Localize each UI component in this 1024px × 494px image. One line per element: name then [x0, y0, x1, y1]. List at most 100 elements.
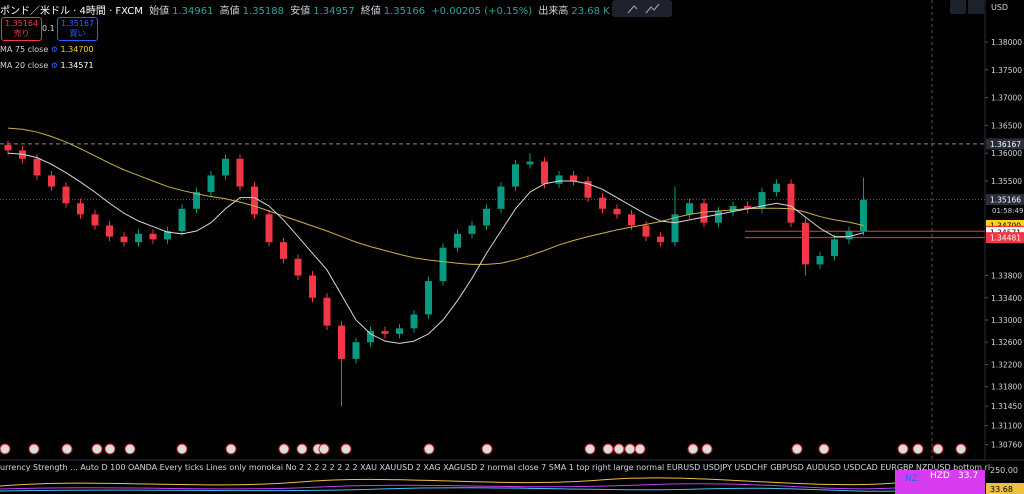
moving-average — [7, 152, 864, 344]
event-flag[interactable] — [318, 443, 330, 455]
event-flag[interactable] — [791, 443, 803, 455]
symbol[interactable]: ポンド／米ドル · 4時間 · FXCM — [0, 6, 143, 17]
tag-background — [895, 470, 985, 494]
event-flag[interactable] — [225, 443, 237, 455]
event-flag[interactable] — [955, 443, 967, 455]
candle-body — [396, 328, 403, 334]
event-flag[interactable] — [124, 443, 136, 455]
event-flag[interactable] — [91, 443, 103, 455]
event-flag[interactable] — [613, 443, 625, 455]
candle-body — [541, 161, 548, 184]
event-flag[interactable] — [624, 443, 636, 455]
legend-item[interactable]: MA 75 close ⚙ 1.34700 — [0, 45, 94, 54]
indicator-text: urrency Strength ... Auto D 100 OANDA Ev… — [0, 463, 990, 472]
strength-line — [0, 483, 896, 490]
last-value-tag — [986, 483, 1024, 494]
candle-body — [628, 214, 635, 226]
event-flag[interactable] — [602, 443, 614, 455]
label: 売り — [13, 29, 30, 38]
value: 1.34961 — [172, 6, 214, 17]
buy-button[interactable]: 1.35167 買い — [57, 17, 99, 41]
event-flag[interactable] — [634, 443, 646, 455]
candle-body — [91, 214, 99, 226]
event-flag[interactable] — [701, 443, 713, 455]
event-flag[interactable] — [0, 443, 11, 455]
candle-body — [193, 192, 200, 209]
event-flag[interactable] — [61, 443, 73, 455]
currency[interactable]: USD — [991, 3, 1008, 12]
button[interactable] — [968, 0, 984, 14]
candle-body — [367, 331, 374, 343]
sell-button[interactable]: 1.35164 売り — [1, 17, 43, 41]
event-flag[interactable] — [104, 443, 116, 455]
price: 1.35167 — [61, 19, 95, 28]
candle-body — [4, 144, 12, 151]
candle-body — [555, 175, 563, 184]
countdown: 01:58:49 — [992, 207, 1023, 215]
event-flag[interactable] — [278, 443, 290, 455]
candle-body — [773, 183, 780, 193]
y-tick-label: 1.35500 — [991, 177, 1022, 186]
y-tick-label: 1.31450 — [991, 402, 1022, 411]
candle-body — [309, 275, 316, 298]
candle-body — [338, 325, 345, 359]
symbol-header: ポンド／米ドル · 4時間 · FXCM 始値 1.34961 高値 1.35188… — [0, 2, 613, 17]
tool-icon[interactable] — [627, 3, 660, 14]
event-flag[interactable] — [296, 443, 308, 455]
candle-body — [120, 236, 128, 243]
y-tick-label: 1.36000 — [991, 149, 1022, 158]
y-tick-label: 1.32200 — [991, 360, 1022, 369]
event-flag[interactable] — [897, 443, 909, 455]
strength-line — [0, 477, 896, 487]
price-tag — [986, 138, 1024, 150]
legend-name: MA 20 close — [0, 61, 49, 70]
value: 1.34957 — [313, 6, 355, 17]
y-tick-label: 1.33800 — [991, 272, 1022, 281]
axis-value: 250.00 — [990, 466, 1018, 475]
candle-body — [294, 258, 302, 276]
candle-body — [236, 158, 244, 187]
candle-body — [178, 208, 186, 232]
candle-body — [468, 225, 476, 234]
value: 23.68 K — [571, 6, 610, 17]
y-tick-label: 1.33000 — [991, 316, 1022, 325]
candle-body — [207, 175, 215, 193]
candle-body — [454, 233, 461, 248]
label: 高値 — [219, 6, 240, 17]
moving-average — [7, 127, 864, 265]
y-tick-label: 1.31100 — [991, 422, 1022, 431]
event-flag[interactable] — [687, 443, 699, 455]
y-tick-label: 1.38000 — [991, 38, 1022, 47]
price-tag-label: 1.36167 — [990, 140, 1021, 149]
event-flag[interactable] — [818, 443, 830, 455]
legend-item[interactable]: MA 20 close ⚙ 1.34571 — [0, 61, 94, 70]
event-flag[interactable] — [481, 443, 493, 455]
drawing-toolbar[interactable] — [612, 0, 672, 17]
candle-body — [62, 186, 70, 204]
candle-body — [715, 211, 722, 223]
candle-body — [845, 231, 853, 240]
event-flag[interactable] — [584, 443, 596, 455]
event-flag[interactable] — [932, 443, 944, 455]
change: +0.00205 (+0.15%) — [431, 6, 533, 17]
price-tag — [986, 194, 1024, 206]
button[interactable] — [950, 0, 966, 14]
y-tick-label: 1.31800 — [991, 383, 1022, 392]
event-flag[interactable] — [28, 443, 40, 455]
event-flag[interactable] — [912, 443, 924, 455]
candle-body — [149, 233, 157, 240]
candle-body — [497, 186, 505, 209]
event-flag[interactable] — [423, 443, 435, 455]
lot[interactable]: 0.1 — [42, 24, 55, 33]
event-flag[interactable] — [176, 443, 188, 455]
candle-body — [686, 203, 693, 215]
candle-body — [700, 203, 708, 223]
price-tag-label: 1.35166 — [990, 196, 1021, 205]
candle-body — [526, 161, 534, 165]
event-flag[interactable] — [340, 443, 352, 455]
candle-body — [222, 158, 229, 176]
candle-body — [265, 214, 273, 243]
candle-body — [381, 331, 389, 334]
legend-name: MA 75 close — [0, 45, 49, 54]
